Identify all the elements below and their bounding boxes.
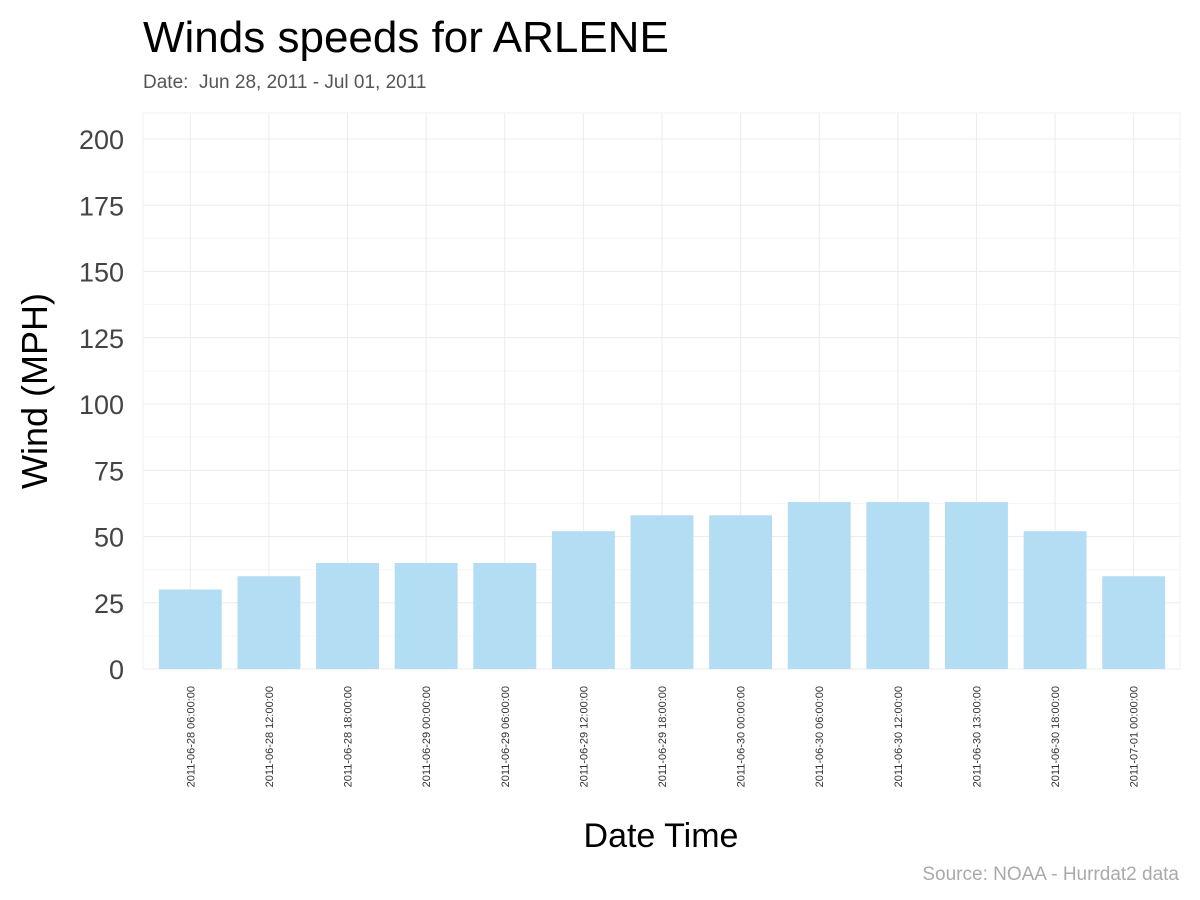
bar — [945, 502, 1008, 669]
x-tick-label: 2011-06-28 06:00:00 — [185, 686, 197, 787]
x-tick-label: 2011-06-29 18:00:00 — [657, 686, 669, 787]
bar — [158, 589, 222, 669]
x-axis-ticks: 2011-06-28 06:00:00 2011-06-28 12:00:00 20… — [185, 686, 1140, 787]
x-tick-label: 2011-06-28 12:00:00 — [264, 686, 276, 787]
bar — [551, 531, 615, 669]
bar — [787, 502, 851, 669]
y-tick-label: 175 — [79, 191, 124, 221]
bars — [158, 502, 1166, 669]
x-tick-label: 2011-06-30 18:00:00 — [1050, 686, 1062, 787]
x-tick-label: 2011-06-29 12:00:00 — [578, 686, 590, 787]
bar — [630, 515, 694, 669]
y-tick-label: 0 — [109, 655, 124, 685]
x-axis-label: Date Time — [584, 817, 739, 855]
x-tick-label: 2011-06-29 00:00:00 — [421, 686, 433, 787]
y-tick-label: 25 — [94, 589, 124, 619]
bar — [394, 563, 458, 669]
bar — [1102, 576, 1166, 669]
x-tick-label: 2011-06-30 12:00:00 — [893, 686, 905, 787]
chart-caption: Source: NOAA - Hurrdat2 data — [922, 864, 1179, 885]
y-axis-label: Wind (MPH) — [14, 293, 55, 489]
x-tick-label: 2011-06-30 06:00:00 — [814, 686, 826, 787]
y-tick-label: 150 — [79, 258, 124, 288]
chart-title: Winds speeds for ARLENE — [143, 13, 669, 62]
y-tick-label: 100 — [79, 390, 124, 420]
x-tick-label: 2011-06-28 18:00:00 — [343, 686, 355, 787]
x-tick-label: 2011-06-30 13:00:00 — [971, 686, 983, 787]
bar — [1023, 531, 1087, 669]
x-tick-label: 2011-07-01 00:00:00 — [1129, 686, 1141, 787]
bar — [316, 563, 379, 669]
y-axis-ticks: 0 25 50 75 100 125 150 175 200 — [79, 125, 124, 685]
bar — [473, 563, 537, 669]
bar — [866, 502, 930, 669]
y-tick-label: 75 — [94, 456, 124, 486]
x-tick-label: 2011-06-30 00:00:00 — [736, 686, 748, 787]
y-tick-label: 125 — [79, 324, 124, 354]
bar — [237, 576, 301, 669]
y-tick-label: 50 — [94, 523, 124, 553]
bar — [709, 515, 773, 669]
x-tick-label: 2011-06-29 06:00:00 — [500, 686, 512, 787]
y-tick-label: 200 — [79, 125, 124, 155]
chart-subtitle: Date: Jun 28, 2011 - Jul 01, 2011 — [143, 72, 426, 93]
